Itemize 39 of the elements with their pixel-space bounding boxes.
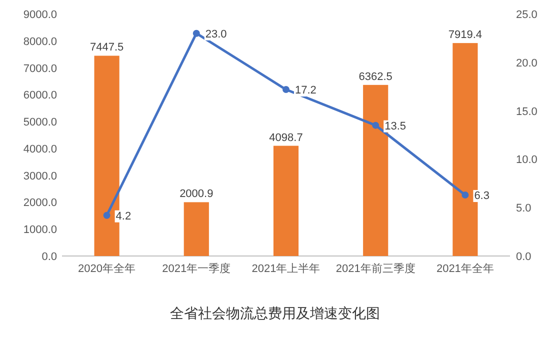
point [372,122,380,129]
point [192,30,200,37]
data-label: 23.0 [205,28,227,40]
point [103,212,110,219]
y-tick-label: 9000.0 [23,9,57,21]
data-label: 4098.7 [269,132,303,144]
y2-tick-label: 10.0 [516,154,538,166]
data-label: 17.2 [295,84,316,97]
text: 全省社会物流总费用及增速变化图 [170,305,380,321]
y-tick-label: 0.0 [42,251,57,263]
x-tick-label: 2021年上半年 [252,262,320,275]
x-tick-label: 2021年前三季度 [336,262,416,275]
y2-tick-label: 15.0 [516,106,538,118]
y2-tick-label: 20.0 [516,57,538,70]
y2-tick-label: 0.0 [516,251,532,263]
y2-tick-label: 5.0 [516,202,532,215]
y-tick-label: 2000.0 [23,197,57,210]
data-label: 6.3 [474,190,490,202]
data-label: 4.2 [116,210,132,222]
x-tick-label: 2021年全年 [436,263,494,275]
data-label: 13.5 [384,120,406,132]
y-tick-label: 8000.0 [23,36,57,48]
data-label: 6362.5 [358,70,392,83]
bar [273,146,299,256]
point [282,86,290,94]
y-tick-label: 3000.0 [23,170,57,182]
x-tick-label: 2020年全年 [78,263,136,275]
data-label: 7919.4 [448,29,482,42]
x-tick-label: 2021年一季度 [162,262,231,275]
y2-tick-label: 25.0 [516,9,538,21]
y-tick-label: 1000.0 [23,224,57,236]
bar [184,202,209,256]
data-label: 7447.5 [90,42,124,54]
data-label: 2000.9 [180,188,214,200]
y-tick-label: 4000.0 [23,143,57,156]
point [462,192,469,199]
y-tick-label: 5000.0 [23,116,57,129]
y-tick-label: 6000.0 [23,90,57,102]
y-tick-label: 7000.0 [23,62,57,75]
